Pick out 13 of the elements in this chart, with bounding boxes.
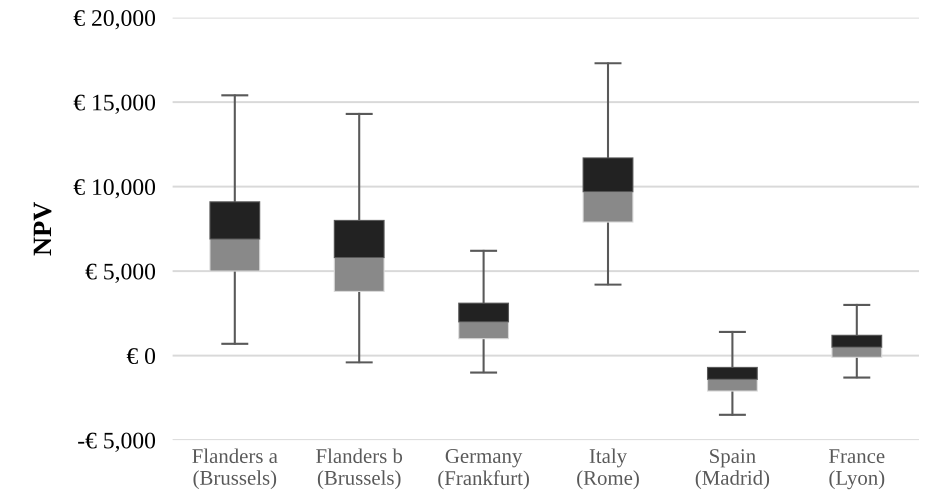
x-tick-label: Flanders b (Brussels) xyxy=(316,448,402,490)
y-tick-label: € 10,000 xyxy=(74,179,156,198)
y-tick-label: € 5,000 xyxy=(85,264,156,283)
x-tick-label: Germany (Frankfurt) xyxy=(438,449,529,490)
x-tick-label: Flanders a (Brussels) xyxy=(192,448,278,490)
y-tick-label: € 0 xyxy=(126,348,156,364)
x-tick-label: Spain (Madrid) xyxy=(696,449,770,490)
x-tick-label: Italy (Rome) xyxy=(577,448,639,490)
y-tick-label: € 15,000 xyxy=(74,94,156,114)
y-tick-label: € 20,000 xyxy=(74,10,156,30)
x-tick-label: France (Lyon) xyxy=(829,449,884,490)
y-axis-title: NPV xyxy=(34,202,52,256)
y-tick-label: -€ 5,000 xyxy=(78,432,156,452)
